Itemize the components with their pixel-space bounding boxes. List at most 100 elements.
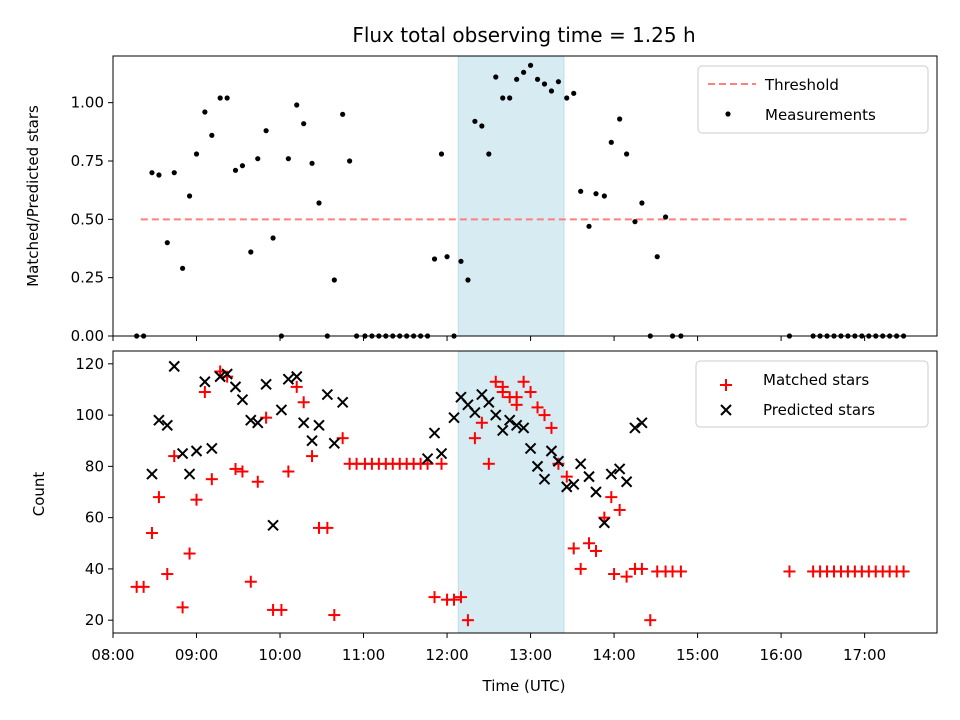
measurement-point — [239, 163, 246, 169]
matched-star-point — [567, 542, 580, 555]
predicted-star-point — [306, 435, 318, 447]
matched-star-point — [328, 609, 341, 622]
measurement-point — [156, 172, 162, 178]
measurement-point — [171, 170, 177, 176]
predicted-star-point — [252, 417, 264, 429]
predicted-star-point — [629, 422, 641, 434]
measurement-point — [193, 151, 200, 157]
measurement-point — [608, 139, 614, 145]
count-y-tick-label: 20 — [85, 611, 104, 629]
measurement-point — [527, 62, 534, 68]
measurement-point — [224, 95, 230, 101]
matched-star-point — [183, 547, 196, 560]
predicted-star-point — [267, 519, 279, 532]
ratio-y-axis-label: Matched/Predicted stars — [24, 105, 42, 287]
legend-threshold-label: Threshold — [764, 76, 839, 94]
measurement-point — [202, 109, 208, 115]
predicted-star-point — [568, 478, 580, 491]
matched-star-point — [221, 370, 234, 383]
matched-star-point — [306, 450, 319, 463]
measurement-point — [458, 258, 464, 264]
predicted-star-point — [497, 424, 509, 437]
measurement-point — [248, 249, 254, 255]
matched-star-point — [510, 391, 523, 404]
measurement-point — [438, 151, 445, 157]
predicted-star-point — [199, 376, 211, 388]
predicted-star-point — [183, 468, 196, 480]
matched-star-point — [152, 491, 165, 504]
matched-star-point — [589, 544, 602, 557]
predicted-star-point — [574, 458, 587, 470]
predicted-star-point — [421, 452, 434, 465]
predicted-star-point — [275, 404, 288, 416]
predicted-star-point — [260, 378, 272, 391]
measurement-point — [662, 214, 669, 220]
predicted-star-point — [282, 373, 295, 385]
predicted-star-point — [236, 394, 249, 406]
x-axis-label: Time (UTC) — [482, 677, 566, 695]
x-tick-label: 09:00 — [175, 646, 218, 664]
measurement-point — [285, 156, 291, 162]
measurement-point — [479, 123, 485, 129]
matched-star-point — [190, 493, 203, 506]
measurement-point — [186, 193, 193, 199]
predicted-star-point — [538, 473, 551, 485]
matched-star-point — [517, 375, 530, 388]
ratio-plot-frame — [112, 55, 938, 337]
measurement-point — [472, 118, 478, 124]
measurement-point — [493, 74, 499, 80]
x-tick-label: 17:00 — [843, 646, 886, 664]
predicted-star-point — [206, 442, 218, 455]
matched-star-point — [613, 503, 626, 516]
matched-star-point — [560, 470, 573, 483]
measurement-point — [586, 223, 592, 229]
predicted-star-point — [503, 414, 516, 426]
predicted-star-point — [613, 463, 626, 475]
predicted-star-point — [245, 414, 257, 426]
count-panel: 20 40 60 80 100 120 08:00 09:00 10:00 11:00 12:00… — [30, 350, 938, 695]
x-tick-label: 13:00 — [509, 646, 552, 664]
matched-star-point — [236, 465, 249, 478]
predicted-star-point — [583, 470, 595, 483]
predicted-star-point — [168, 360, 180, 373]
matched-star-point — [635, 562, 648, 575]
matched-star-point — [531, 401, 544, 414]
matched-star-point — [574, 562, 587, 575]
predicted-star-point — [590, 486, 602, 498]
measurement-point — [521, 69, 527, 75]
predicted-star-point — [328, 437, 341, 449]
measurement-point — [301, 121, 307, 127]
predicted-star-point — [490, 409, 502, 421]
measurement-point — [309, 160, 315, 166]
predicted-star-point — [313, 419, 325, 432]
matched-star-point — [198, 386, 211, 399]
matched-star-point — [282, 465, 295, 478]
matched-star-point — [897, 565, 910, 578]
predicted-star-point — [524, 442, 537, 455]
count-y-tick-label: 60 — [85, 509, 104, 527]
matched-star-point — [489, 375, 502, 388]
measurement-point — [149, 170, 155, 176]
x-tick-label: 15:00 — [676, 646, 719, 664]
measurement-point — [179, 265, 186, 271]
measurement-point — [232, 167, 239, 173]
measurement-point — [593, 191, 599, 197]
matched-star-point — [275, 603, 288, 616]
matched-star-point — [161, 568, 174, 581]
count-y-tick-label: 80 — [85, 457, 104, 475]
matched-star-point — [251, 475, 264, 488]
predicted-star-point — [336, 396, 349, 408]
predicted-star-point — [552, 455, 565, 467]
predicted-star-point — [510, 419, 523, 432]
count-y-tick-label: 40 — [85, 560, 104, 578]
predicted-star-point — [229, 381, 242, 393]
predicted-star-point — [176, 447, 189, 460]
x-tick-label: 14:00 — [592, 646, 635, 664]
ratio-y-tick-label: 0.75 — [71, 152, 104, 170]
measurement-point — [331, 277, 337, 283]
matched-star-point — [783, 565, 796, 578]
matched-star-point — [297, 396, 310, 409]
matched-star-point — [244, 575, 257, 588]
matched-star-point — [435, 457, 448, 470]
